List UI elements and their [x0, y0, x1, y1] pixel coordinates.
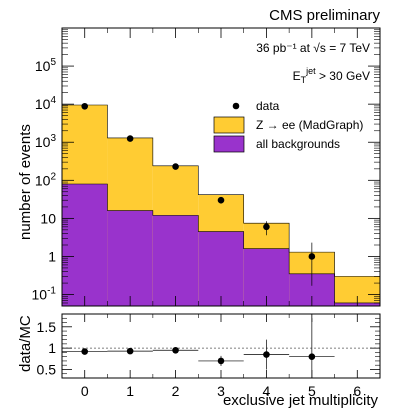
ratio-plot-panel: 0.5 1 1.5 0 1 2 3 4 5 6: [37, 313, 381, 399]
chart-title: CMS preliminary: [269, 7, 380, 24]
ratio-y-axis-label: data/MC: [17, 315, 34, 372]
z-ee-outline: [61, 104, 381, 306]
y-tick-label: 104: [35, 95, 57, 112]
ratio-point: [126, 347, 134, 355]
ratio-point: [81, 348, 89, 355]
main-plot-panel: 10-1 1 10 102 103 104 105: [32, 27, 381, 307]
data-point: [217, 196, 225, 204]
y-tick-label: 10: [40, 210, 56, 226]
x-tick-label: 5: [308, 383, 316, 399]
x-tick-label: 0: [81, 383, 89, 399]
x-tick-label: 3: [217, 383, 225, 399]
y-tick-label: 105: [35, 57, 57, 74]
data-point: [126, 135, 134, 142]
x-tick-label: 1: [126, 383, 134, 399]
ratio-frame: [61, 313, 381, 379]
x-tick-label: 4: [263, 383, 271, 399]
y-tick-label: 102: [35, 171, 57, 188]
legend-data-marker: [232, 102, 240, 110]
legend-z-swatch: [213, 116, 245, 134]
background-outline: [61, 183, 381, 306]
x-axis-label: exclusive jet multiplicity: [223, 392, 379, 409]
ratio-point: [263, 351, 270, 358]
legend-bkg-swatch: [213, 135, 245, 153]
ratio-y-tick-label: 0.5: [37, 361, 57, 377]
background-bar: [62, 183, 108, 306]
legend-data-label: data: [256, 99, 280, 113]
luminosity-annotation: 36 pb⁻¹ at √s = 7 TeV: [256, 41, 370, 55]
y-tick-label: 10-1: [32, 286, 57, 303]
main-y-axis-label: number of events: [17, 124, 34, 240]
ratio-point: [217, 357, 225, 365]
background-bar: [152, 215, 199, 306]
y-tick-label: 1: [48, 248, 56, 264]
y-tick-label: 103: [35, 133, 57, 150]
x-tick-label: 2: [172, 383, 180, 399]
ratio-point: [308, 353, 316, 360]
legend: data Z → ee (MadGraph) all backgrounds: [213, 99, 363, 153]
legend-bkg-label: all backgrounds: [256, 137, 340, 151]
data-point: [81, 102, 89, 110]
ratio-y-tick-label: 1: [48, 340, 56, 356]
data-point: [172, 163, 179, 170]
data-point: [263, 223, 270, 231]
x-tick-label: 6: [353, 383, 361, 399]
background-bar: [107, 210, 153, 306]
jet-et-cut-annotation: ETjet > 30 GeV: [293, 66, 370, 85]
data-point: [308, 253, 316, 260]
ratio-point: [172, 346, 179, 354]
legend-z-label: Z → ee (MadGraph): [256, 118, 363, 132]
background-bar: [198, 231, 244, 306]
ratio-y-tick-label: 1.5: [37, 319, 57, 335]
